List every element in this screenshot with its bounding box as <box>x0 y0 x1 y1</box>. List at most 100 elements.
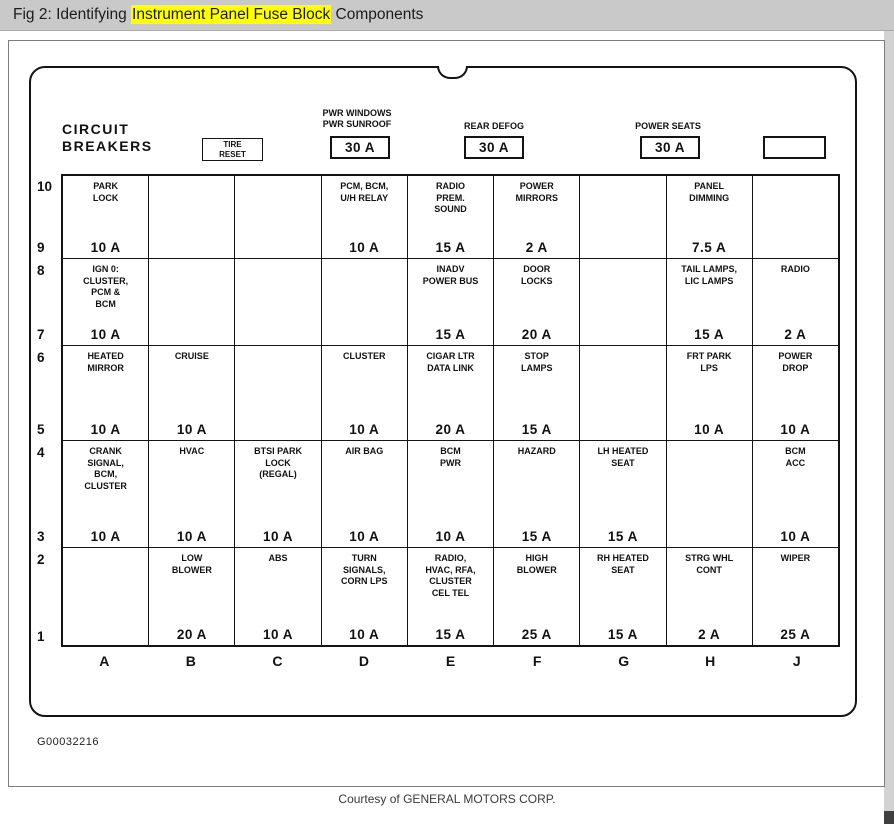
fuse-amp: 10 A <box>349 529 380 544</box>
fuse-label: RADIO, HVAC, RFA, CLUSTER CEL TEL <box>425 553 476 598</box>
fuse-label: HEATED MIRROR <box>87 351 124 373</box>
fuse-cell-H2: STRG WHL CONT 2 A <box>667 548 753 645</box>
fuse-label: LH HEATED SEAT <box>597 446 649 468</box>
fuse-label: RADIO <box>780 264 810 274</box>
fuse-row: 8 7 IGN 0: CLUSTER, PCM & BCM 10 A INADV POW… <box>31 258 855 345</box>
fuse-label: TAIL LAMPS, LIC LAMPS <box>681 264 737 286</box>
fuse-amp: 10 A <box>176 422 207 437</box>
fuse-row-cells: PARK LOCK 10 A PCM, BCM, U/H RELAY 10 A RADI… <box>61 174 840 258</box>
fuse-amp: 10 A <box>90 529 121 544</box>
fuse-label: POWER MIRRORS <box>515 181 558 203</box>
figure-title-bar: Fig 2: Identifying Instrument Panel Fuse… <box>0 0 894 31</box>
fuse-amp: 15 A <box>521 422 552 437</box>
fuse-amp: 10 A <box>90 422 121 437</box>
fuse-cell-F10: POWER MIRRORS 2 A <box>494 176 581 258</box>
fuse-amp: 15 A <box>435 327 466 342</box>
fuse-amp: 10 A <box>90 240 121 255</box>
row-number: 3 <box>37 529 45 544</box>
fuse-amp: 2 A <box>698 627 721 642</box>
circuit-breakers-label: CIRCUIT BREAKERS <box>62 121 153 154</box>
fuse-row-cells: HEATED MIRROR 10 A CRUISE 10 A CLUSTER 10 A CI… <box>61 345 840 440</box>
fuse-cell-E8: INADV POWER BUS 15 A <box>408 259 495 345</box>
fuse-amp: 15 A <box>435 627 466 642</box>
fuse-row: 10 9 PARK LOCK 10 A PCM, BCM, U/H RELAY 10 A R… <box>31 174 855 258</box>
fuse-amp: 10 A <box>349 627 380 642</box>
fuse-cell-C4: BTSI PARK LOCK (REGAL) 10 A <box>235 441 322 547</box>
row-number: 5 <box>37 422 45 437</box>
row-number-gutter: 10 9 <box>31 174 61 258</box>
fuse-label: BCM PWR <box>439 446 461 468</box>
fuse-cell-D10: PCM, BCM, U/H RELAY 10 A <box>322 176 408 258</box>
scrollbar-corner[interactable] <box>884 811 894 824</box>
fuse-cell-F8: DOOR LOCKS 20 A <box>494 259 581 345</box>
fuse-row-cells: CRANK SIGNAL, BCM, CLUSTER 10 A HVAC 10 A BT… <box>61 440 840 547</box>
fuse-cell-E2: RADIO, HVAC, RFA, CLUSTER CEL TEL 15 A <box>408 548 495 645</box>
fuse-cell-C2: ABS 10 A <box>235 548 322 645</box>
tire-reset-box: TIRE RESET <box>202 138 263 161</box>
fuse-label: ABS <box>268 553 288 563</box>
fuse-cell-H4 <box>667 441 753 547</box>
scrollbar-track[interactable] <box>884 31 894 824</box>
fuse-label: CIGAR LTR DATA LINK <box>426 351 475 373</box>
fuse-label: PCM, BCM, U/H RELAY <box>340 181 389 203</box>
fuse-cell-C6 <box>235 346 322 440</box>
fuse-cell-E6: CIGAR LTR DATA LINK 20 A <box>408 346 495 440</box>
fuse-cell-E10: RADIO PREM. SOUND 15 A <box>408 176 495 258</box>
fuse-cell-F2: HIGH BLOWER 25 A <box>494 548 581 645</box>
figure-title: Fig 2: Identifying Instrument Panel Fuse… <box>13 5 423 24</box>
fuse-label: POWER DROP <box>778 351 813 373</box>
fuse-cell-A4: CRANK SIGNAL, BCM, CLUSTER 10 A <box>63 441 150 547</box>
row-number: 10 <box>37 179 53 194</box>
fuse-cell-F6: STOP LAMPS 15 A <box>494 346 581 440</box>
row-number: 9 <box>37 240 45 255</box>
fuse-label: CRUISE <box>174 351 209 361</box>
fuse-cell-B2: LOW BLOWER 20 A <box>149 548 236 645</box>
breaker-amp-box-rear-defog: 30 A <box>464 136 524 159</box>
column-letter: J <box>792 653 801 669</box>
fuse-label: CRANK SIGNAL, BCM, CLUSTER <box>84 446 127 491</box>
row-number: 6 <box>37 350 45 365</box>
fuse-block-notch <box>437 66 468 79</box>
fuse-cell-A10: PARK LOCK 10 A <box>63 176 150 258</box>
figure-id: G00032216 <box>37 736 99 748</box>
fuse-cell-B4: HVAC 10 A <box>149 441 236 547</box>
fuse-amp: 15 A <box>435 240 466 255</box>
fuse-label: RH HEATED SEAT <box>597 553 649 575</box>
fuse-amp: 10 A <box>780 422 811 437</box>
fuse-cell-G10 <box>580 176 667 258</box>
fuse-label: HVAC <box>179 446 205 456</box>
fuse-cell-J10 <box>753 176 838 258</box>
fuse-label: BCM ACC <box>785 446 806 468</box>
fuse-amp: 10 A <box>263 529 294 544</box>
column-letter: G <box>618 653 630 669</box>
fuse-amp: 25 A <box>780 627 811 642</box>
fuse-cell-J6: POWER DROP 10 A <box>753 346 838 440</box>
row-number: 2 <box>37 552 45 567</box>
breaker-label-pwr-windows: PWR WINDOWS PWR SUNROOF <box>322 108 392 130</box>
fuse-label: DOOR LOCKS <box>520 264 553 286</box>
fuse-cell-A6: HEATED MIRROR 10 A <box>63 346 150 440</box>
fuse-label: CLUSTER <box>343 351 386 361</box>
fuse-label: PARK LOCK <box>92 181 119 203</box>
fuse-cell-G6 <box>580 346 667 440</box>
fuse-amp: 20 A <box>176 627 207 642</box>
fuse-label: LOW BLOWER <box>171 553 212 575</box>
fuse-cell-G4: LH HEATED SEAT 15 A <box>580 441 667 547</box>
fuse-label: INADV POWER BUS <box>422 264 479 286</box>
fuse-amp: 15 A <box>607 529 638 544</box>
row-number: 7 <box>37 327 45 342</box>
breaker-amp-box-pwr-windows: 30 A <box>330 136 390 159</box>
fuse-cell-J4: BCM ACC 10 A <box>753 441 838 547</box>
figure-title-pre: Fig 2: Identifying <box>13 6 132 23</box>
fuse-label: HAZARD <box>517 446 556 456</box>
fuse-amp: 15 A <box>607 627 638 642</box>
column-letter: C <box>272 653 283 669</box>
fuse-cell-J2: WIPER 25 A <box>753 548 838 645</box>
fuse-label: STOP LAMPS <box>520 351 553 373</box>
fuse-row: 2 1 LOW BLOWER 20 A ABS 10 A TURN SIGNALS, COR… <box>31 547 855 647</box>
fuse-amp: 25 A <box>521 627 552 642</box>
fuse-row-cells: LOW BLOWER 20 A ABS 10 A TURN SIGNALS, CORN … <box>61 547 840 647</box>
